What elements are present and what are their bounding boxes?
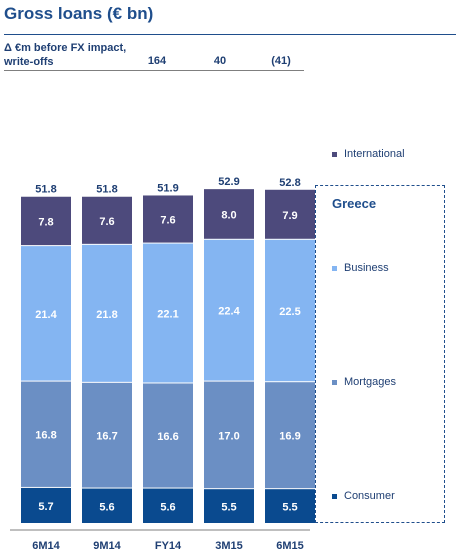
legend-swatch-mortgages (332, 379, 337, 385)
category-label-3m15: 3M15 (215, 540, 243, 552)
legend-swatch-business (332, 265, 337, 271)
segment-label-consumer-fy14: 5.6 (160, 501, 175, 513)
segment-label-consumer-3m15: 5.5 (221, 502, 236, 514)
total-label-3m15: 52.9 (218, 176, 239, 188)
legend-business: Business (332, 262, 389, 274)
bar-segment-business-9m14 (82, 244, 132, 382)
legend-label-business: Business (344, 262, 389, 274)
segment-label-international-9m14: 7.6 (99, 216, 114, 228)
category-label-9m14: 9M14 (93, 540, 121, 552)
bar-segment-international-6m14 (21, 196, 71, 246)
segment-label-consumer-9m14: 5.6 (99, 501, 114, 513)
delta-value-3m15: 40 (213, 55, 227, 67)
bar-segment-mortgages-3m15 (204, 381, 254, 489)
bar-segment-mortgages-9m14 (82, 382, 132, 488)
segment-label-mortgages-6m15: 16.9 (279, 431, 300, 443)
bar-segment-consumer-6m15 (265, 489, 315, 523)
bar-segment-business-3m15 (204, 239, 254, 381)
bar-segment-consumer-6m14 (21, 487, 71, 523)
bar-segment-international-fy14 (143, 195, 193, 243)
segment-label-international-6m15: 7.9 (282, 210, 297, 222)
bar-segment-business-6m14 (21, 246, 71, 381)
delta-divider (4, 70, 304, 71)
bar-segment-international-9m14 (82, 196, 132, 244)
total-label-fy14: 51.9 (157, 182, 178, 194)
legend-mortgages: Mortgages (332, 376, 396, 388)
legend-international: International (332, 148, 405, 160)
delta-row-label: Δ €m before FX impact, write-offs (4, 41, 126, 69)
bar-segment-business-fy14 (143, 243, 193, 383)
legend-swatch-consumer (332, 493, 337, 499)
total-label-6m15: 52.8 (279, 177, 300, 189)
segment-label-mortgages-9m14: 16.7 (96, 431, 117, 443)
segment-label-business-fy14: 22.1 (157, 309, 178, 321)
chart-title: Gross loans (€ bn) (4, 4, 154, 23)
greece-group-box (315, 185, 445, 523)
delta-value-6m15: (41) (271, 55, 291, 67)
legend-label-international: International (344, 148, 405, 160)
bar-segment-international-6m15 (265, 189, 315, 239)
segment-label-consumer-6m15: 5.5 (282, 502, 297, 514)
bar-segment-consumer-fy14 (143, 488, 193, 523)
segment-label-mortgages-3m15: 17.0 (218, 430, 239, 442)
title-divider (4, 34, 456, 35)
total-label-6m14: 51.8 (35, 184, 56, 196)
legend-swatch-international (332, 151, 337, 157)
segment-label-business-6m15: 22.5 (279, 306, 300, 318)
segment-label-consumer-6m14: 5.7 (38, 501, 53, 513)
bar-segment-business-6m15 (265, 239, 315, 382)
bar-segment-international-3m15 (204, 189, 254, 239)
bar-segment-mortgages-fy14 (143, 383, 193, 488)
delta-label-line1: Δ €m before FX impact, (4, 42, 127, 54)
delta-label-line2: write-offs (4, 56, 54, 68)
category-label-6m14: 6M14 (32, 540, 60, 552)
segment-label-international-3m15: 8.0 (221, 209, 236, 221)
segment-label-international-fy14: 7.6 (160, 215, 175, 227)
bar-segment-mortgages-6m14 (21, 381, 71, 487)
segment-label-international-6m14: 7.8 (38, 216, 53, 228)
segment-label-mortgages-6m14: 16.8 (35, 430, 56, 442)
total-label-9m14: 51.8 (96, 184, 117, 196)
segment-label-business-9m14: 21.8 (96, 309, 117, 321)
category-label-6m15: 6M15 (276, 540, 304, 552)
category-label-fy14: FY14 (155, 540, 182, 552)
bar-segment-consumer-3m15 (204, 489, 254, 523)
segment-label-business-6m14: 21.4 (35, 309, 57, 321)
legend-label-mortgages: Mortgages (344, 376, 396, 388)
segment-label-mortgages-fy14: 16.6 (157, 431, 178, 443)
bar-segment-mortgages-6m15 (265, 382, 315, 489)
bar-segment-consumer-9m14 (82, 488, 132, 523)
legend-label-consumer: Consumer (344, 490, 395, 502)
greece-group-label: Greece (332, 196, 377, 211)
segment-label-business-3m15: 22.4 (218, 306, 240, 318)
delta-value-fy14: 164 (147, 55, 167, 67)
legend-consumer: Consumer (332, 490, 395, 502)
